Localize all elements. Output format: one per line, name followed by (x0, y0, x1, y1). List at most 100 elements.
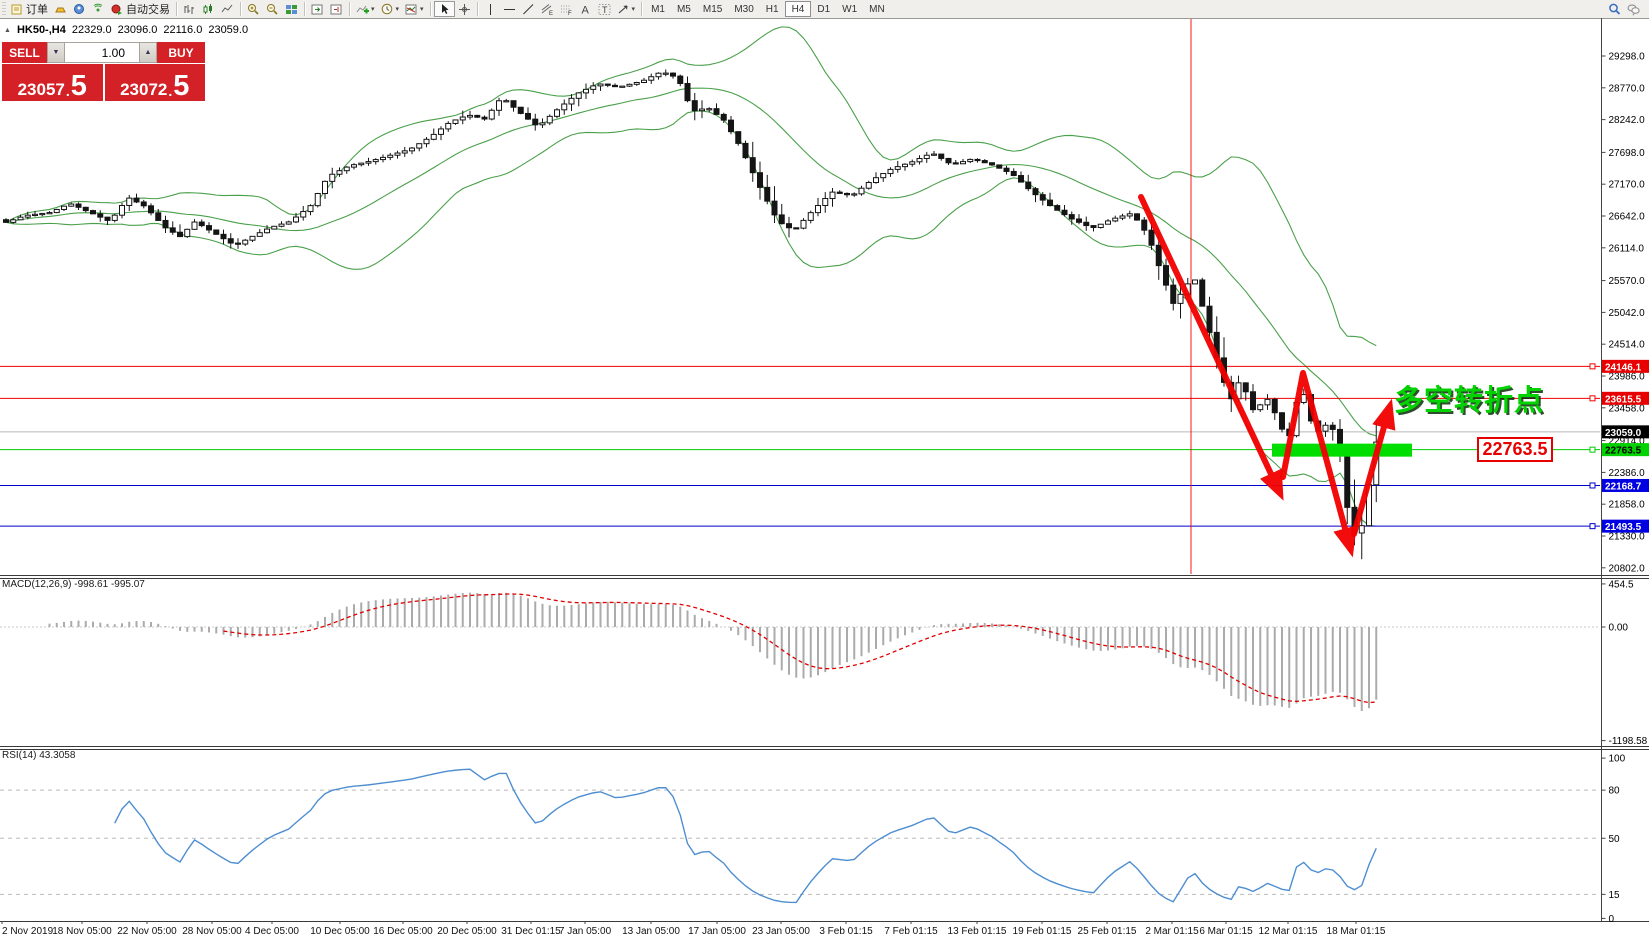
account-icon[interactable] (70, 1, 89, 17)
candle-body (1329, 424, 1336, 430)
candle-body (155, 212, 162, 221)
trend-arrow[interactable] (1351, 398, 1396, 537)
candle-body (438, 128, 444, 135)
chat-icon[interactable] (1624, 1, 1643, 17)
crosshair-icon[interactable] (455, 1, 474, 17)
vline-icon[interactable] (481, 1, 500, 17)
line-handle[interactable] (1589, 363, 1596, 370)
buy-price[interactable]: 23072. 5 (104, 64, 205, 101)
candle-body (778, 214, 785, 225)
auto-scroll-icon[interactable] (308, 1, 327, 17)
cursor-icon[interactable] (433, 1, 455, 17)
candle-body (358, 162, 365, 166)
price-level-label[interactable]: 22763.5 (1477, 437, 1553, 462)
ohlc-close: 23059.0 (208, 24, 249, 36)
trend-arrow[interactable] (1280, 370, 1357, 558)
candle-body (242, 239, 249, 245)
time-axis-label: 7 Feb 01:15 (884, 926, 938, 937)
candle-body (829, 191, 836, 200)
timeframe-h4-button[interactable]: H4 (784, 1, 812, 17)
candle-body (380, 156, 386, 161)
candle-body (1322, 424, 1329, 432)
candle-body (336, 170, 343, 175)
candle-body (1025, 181, 1032, 190)
candles-chart-icon[interactable] (199, 1, 218, 17)
equidistant-icon[interactable]: E (538, 1, 557, 17)
fibonacci-icon[interactable]: F (557, 1, 576, 17)
chart-shift-icon[interactable] (327, 1, 346, 17)
bars-chart-icon[interactable] (180, 1, 199, 17)
timeframe-m5-button[interactable]: M5 (676, 3, 691, 15)
candle-body (626, 83, 633, 87)
timeframe-h1-button[interactable]: H1 (765, 3, 779, 15)
candle-body (307, 205, 314, 213)
chart-text-annotation[interactable]: 多空转折点 (1394, 385, 1545, 417)
zoom-in-icon[interactable] (244, 1, 263, 17)
sell-button[interactable]: SELL (2, 42, 47, 63)
symbol-name: HK50-,H4 (16, 24, 66, 36)
price-tag (1602, 425, 1649, 439)
indicators-icon[interactable]: ▾ (353, 1, 378, 17)
text-icon[interactable]: A (576, 1, 595, 17)
timeframe-d1-button[interactable]: D1 (817, 3, 831, 15)
templates-icon[interactable]: ▾ (402, 1, 427, 17)
text-label-icon[interactable]: T (595, 1, 614, 17)
trend-arrow[interactable] (1138, 194, 1284, 501)
candle-body (1242, 382, 1249, 393)
line-handle[interactable] (1589, 395, 1596, 402)
volume-decrease-button[interactable]: ▼ (47, 42, 65, 63)
timeframe-m15-button[interactable]: M15 (702, 3, 723, 15)
shapes-icon[interactable]: ▾ (614, 1, 639, 17)
timeframe-w1-button[interactable]: W1 (842, 3, 858, 15)
signal-icon[interactable] (89, 1, 108, 17)
line-chart-icon[interactable] (218, 1, 237, 17)
support-zone-rectangle[interactable] (1272, 443, 1412, 457)
search-icon[interactable] (1605, 1, 1624, 17)
line-handle[interactable] (1589, 446, 1596, 453)
candle-body (1250, 391, 1256, 411)
candle-body (619, 85, 626, 88)
time-axis-label: 17 Jan 05:00 (688, 926, 746, 937)
tile-windows-icon[interactable] (282, 1, 301, 17)
candle-body (597, 83, 604, 87)
candle-body (1018, 175, 1024, 183)
candle-body (575, 92, 582, 99)
periods-icon[interactable]: ▾ (378, 1, 403, 17)
candle-body (459, 116, 466, 121)
timeframe-mn-button[interactable]: MN (869, 3, 885, 15)
candle-body (416, 143, 423, 149)
trendline-icon[interactable] (519, 1, 538, 17)
line-handle[interactable] (1589, 523, 1596, 530)
candle-body (46, 212, 53, 215)
hline-icon[interactable] (500, 1, 519, 17)
macd-axis-label: 0.00 (1609, 623, 1629, 634)
autotrade-button[interactable]: 自动交易 (108, 1, 173, 17)
time-axis-label: 22 Nov 05:00 (117, 926, 177, 937)
candle-body (198, 221, 205, 227)
volume-increase-button[interactable]: ▲ (139, 42, 157, 63)
candle-body (546, 115, 553, 124)
line-handle[interactable] (1589, 482, 1596, 489)
gold-icon[interactable] (51, 1, 70, 17)
candle-body (409, 147, 415, 152)
timeframe-m1-button[interactable]: M1 (651, 3, 665, 15)
rsi-axis-label: 50 (1609, 834, 1621, 845)
order-button[interactable]: 订单 (8, 1, 51, 17)
price-tick-label: 27698.0 (1609, 148, 1646, 159)
candle-body (612, 84, 618, 88)
toolbar-separator (240, 2, 241, 16)
timeframe-m30-button[interactable]: M30 (734, 3, 754, 15)
price-tick-label: 27170.0 (1609, 180, 1646, 191)
buy-button[interactable]: BUY (157, 42, 205, 63)
volume-input[interactable]: 1.00 (65, 42, 139, 63)
candle-body (1105, 220, 1111, 225)
candle-body (496, 100, 502, 111)
candle-body (670, 72, 676, 77)
zoom-out-icon[interactable] (263, 1, 282, 17)
sell-price[interactable]: 23057. 5 (2, 64, 103, 101)
candle-body (1068, 214, 1075, 220)
candle-body (17, 216, 24, 221)
price-tick-label: 23986.0 (1609, 372, 1646, 383)
